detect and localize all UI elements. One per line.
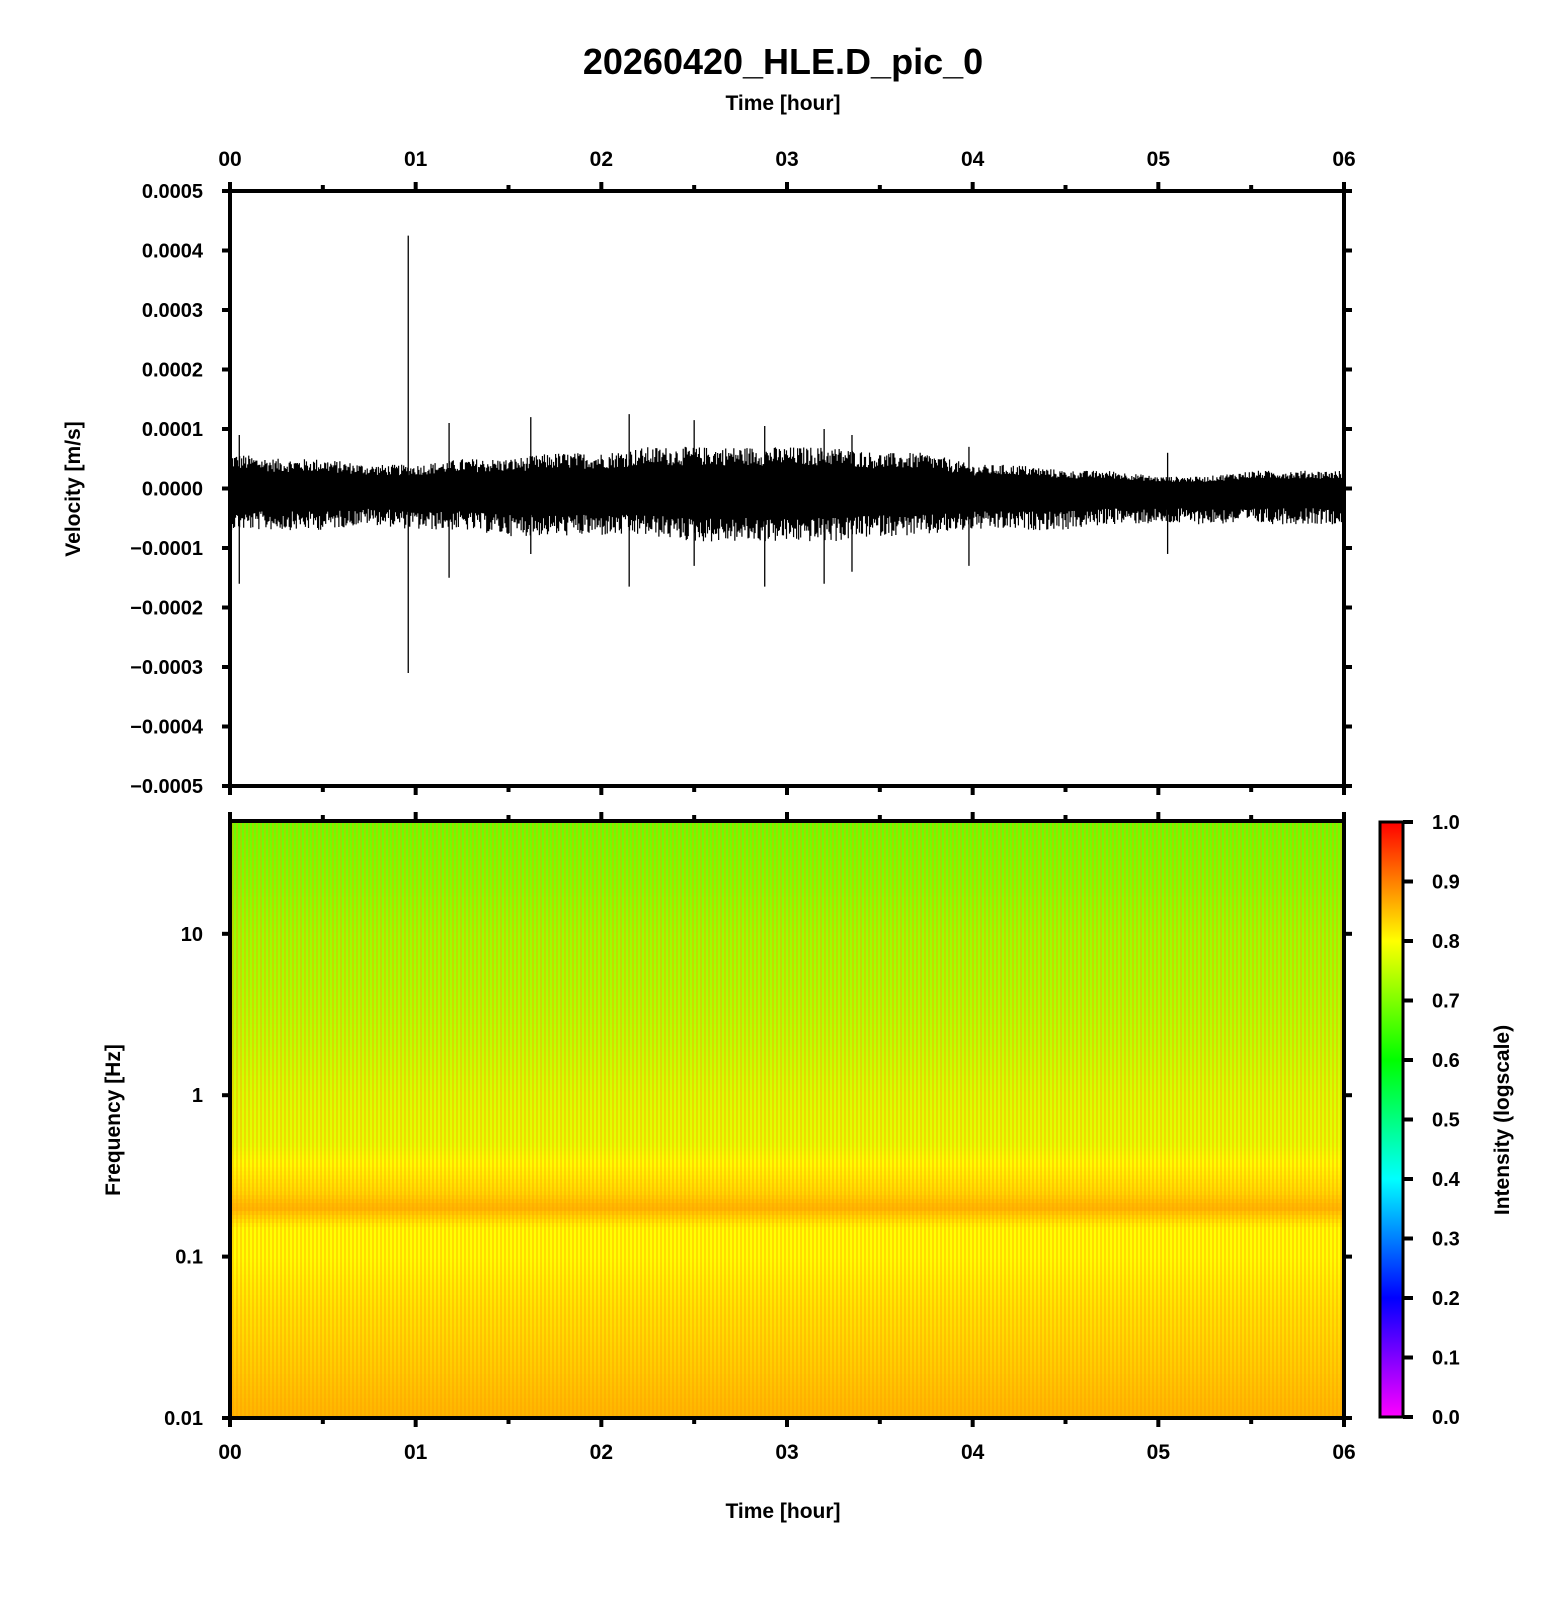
colorbar-tick-label: 0.5 <box>1432 1110 1460 1132</box>
colorbar-tick-label: 0.9 <box>1432 872 1460 894</box>
chart-title: 20260420_HLE.D_pic_0 <box>583 41 983 82</box>
colorbar-tick-label: 0.1 <box>1432 1348 1460 1370</box>
waveform-y-tick-label: 0.0001 <box>142 419 203 441</box>
spectrogram-y-tick-label: 0.1 <box>175 1247 203 1269</box>
waveform-y-tick-label: −0.0002 <box>130 598 203 620</box>
spectrogram-x-tick-label: 04 <box>961 1441 985 1464</box>
waveform-x-tick-label: 00 <box>218 148 241 171</box>
waveform-y-tick-label: −0.0004 <box>130 717 204 739</box>
top-x-axis-label: Time [hour] <box>725 92 840 115</box>
spectrogram-y-ticks: 10 1 0.1 0.01 <box>164 924 1352 1430</box>
colorbar-tick-label: 0.3 <box>1432 1229 1460 1251</box>
waveform-y-tick-label: 0.0005 <box>142 181 203 203</box>
waveform-y-axis-label: Velocity [m/s] <box>62 421 85 556</box>
waveform-x-tick-label: 02 <box>590 148 613 171</box>
spectrogram-y-axis-label: Frequency [Hz] <box>102 1044 125 1196</box>
waveform-y-tick-label: 0.0000 <box>142 479 203 501</box>
waveform-x-tick-label: 05 <box>1147 148 1171 171</box>
colorbar: 1.0 0.9 0.8 0.7 0.6 0.5 0.4 0.3 0.2 0.1 0.0 Intens… <box>1378 812 1514 1429</box>
colorbar-tick-label: 0.2 <box>1432 1288 1460 1310</box>
waveform-y-tick-label: 0.0003 <box>142 300 203 322</box>
bottom-x-axis-label: Time [hour] <box>725 1500 840 1523</box>
spectrogram-x-ticks: 00 01 02 03 04 05 06 <box>218 812 1356 1464</box>
waveform-trace <box>229 235 1345 673</box>
spectrogram-y-tick-label: 1 <box>192 1085 203 1107</box>
colorbar-tick-label: 0.0 <box>1432 1407 1460 1429</box>
waveform-x-tick-label: 03 <box>775 148 798 171</box>
waveform-y-tick-label: −0.0005 <box>130 776 203 798</box>
colorbar-tick-label: 0.6 <box>1432 1050 1460 1072</box>
colorbar-label: Intensity (logscale) <box>1491 1025 1514 1215</box>
waveform-y-ticks: 0.0005 0.0004 0.0003 0.0002 0.0001 0.0000 −0.0… <box>130 181 1352 798</box>
colorbar-tick-label: 0.7 <box>1432 991 1460 1013</box>
spectrogram-x-tick-label: 05 <box>1147 1441 1171 1464</box>
waveform-panel: 00 01 02 03 04 05 06 0.00050.00040.00030.00020… <box>62 148 1356 798</box>
spectrogram-y-tick-label: 10 <box>181 924 203 946</box>
waveform-x-tick-label: 04 <box>961 148 985 171</box>
waveform-x-tick-label: 06 <box>1332 148 1355 171</box>
waveform-bottom-ticks <box>228 786 1346 795</box>
spectrogram-stripes <box>232 823 1342 1417</box>
spectrogram-x-tick-label: 06 <box>1332 1441 1355 1464</box>
spectrogram-x-tick-label: 00 <box>218 1441 241 1464</box>
colorbar-tick-label: 1.0 <box>1432 812 1460 834</box>
spectrogram-x-tick-label: 02 <box>590 1441 613 1464</box>
waveform-y-tick-label: 0.0002 <box>142 360 203 382</box>
waveform-y-tick-label: −0.0003 <box>130 657 203 679</box>
waveform-y-tick-label: −0.0001 <box>130 538 203 560</box>
spectrogram-panel: 00 01 02 03 04 05 06 10 1 0.1 0.01 Frequency [Hz]… <box>102 812 1356 1523</box>
spectrogram-x-tick-label: 01 <box>404 1441 428 1464</box>
spectrogram-x-tick-label: 03 <box>775 1441 798 1464</box>
waveform-x-tick-label: 01 <box>404 148 428 171</box>
waveform-y-tick-label: 0.0004 <box>142 241 204 263</box>
colorbar-ticks: 1.0 0.9 0.8 0.7 0.6 0.5 0.4 0.3 0.2 0.1 0.0 <box>1403 812 1461 1429</box>
colorbar-tick-label: 0.8 <box>1432 931 1460 953</box>
waveform-top-ticks: 00 01 02 03 04 05 06 <box>218 148 1356 191</box>
colorbar-tick-label: 0.4 <box>1432 1169 1461 1191</box>
colorbar-gradient <box>1378 820 1405 1419</box>
spectrogram-y-tick-label: 0.01 <box>164 1408 203 1430</box>
